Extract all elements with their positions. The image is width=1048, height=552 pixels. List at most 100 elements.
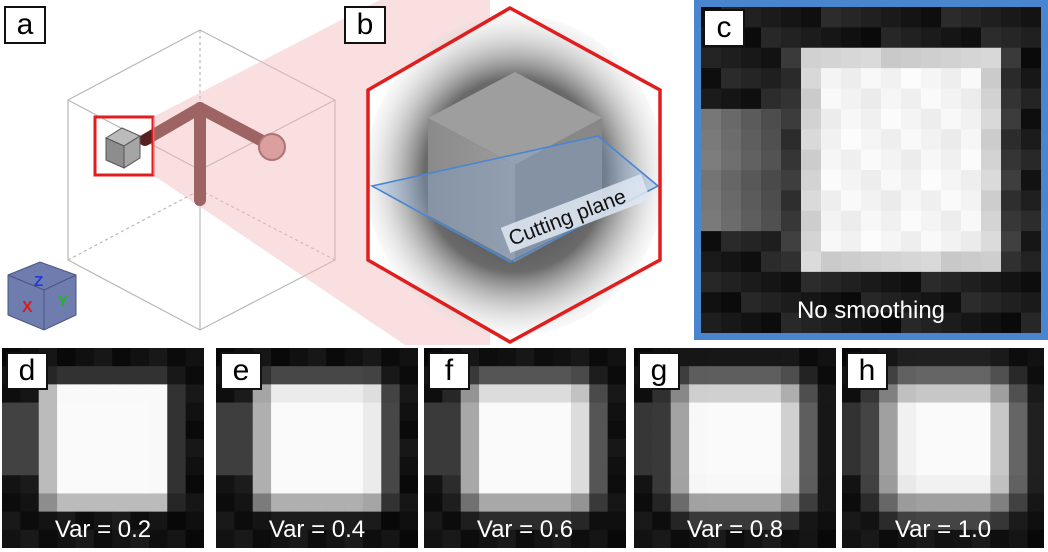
pixel-cell (1021, 210, 1041, 232)
pixel-cell (479, 493, 498, 513)
pixel-cell (1001, 231, 1022, 253)
pixel-cell (460, 457, 480, 476)
pixel-cell (93, 384, 113, 404)
pixel-cell (271, 420, 290, 440)
pixel-cell (817, 384, 836, 404)
pixel-cell (821, 210, 842, 232)
pixel-cell (725, 366, 745, 385)
pixel-cell (670, 402, 690, 422)
pixel-cell (721, 108, 742, 130)
pixel-cell (652, 438, 672, 458)
pixel-cell (781, 210, 802, 232)
pixel-cell (570, 402, 590, 422)
pixel-cell (741, 149, 762, 171)
pixel-cell (1008, 475, 1028, 494)
pixel-cell (1008, 420, 1028, 440)
pixel-cell (897, 420, 917, 440)
pixel-cell (981, 129, 1002, 151)
pixel-cell (362, 457, 382, 476)
pixel-cell (362, 511, 382, 531)
pixel-cell (990, 529, 1010, 548)
pixel-cell (921, 210, 942, 232)
pixel-cell (442, 475, 462, 494)
pixel-cell (799, 402, 819, 422)
pixel-cell (326, 348, 346, 367)
pixel-cell (879, 475, 899, 494)
pixel-cell (442, 457, 462, 476)
pixel-cell (799, 348, 819, 367)
pixel-cell (799, 438, 819, 458)
pixel-cell (841, 149, 862, 171)
pixel-cell (744, 493, 764, 513)
pixel-cell (861, 149, 882, 171)
pixel-cell (148, 384, 168, 404)
pixel-cell (20, 493, 40, 513)
pixel-cell (570, 475, 590, 494)
pixel-cell (941, 108, 962, 130)
pixel-cell (652, 457, 672, 476)
pixel-cell (761, 170, 782, 191)
pixel-cell (762, 384, 782, 404)
pixel-cell (289, 475, 309, 494)
pixel-cell (817, 511, 836, 531)
pixel-cell (271, 457, 290, 476)
pixel-cell (2, 457, 21, 476)
pixel-cell (821, 27, 842, 49)
pixel-cell (497, 366, 517, 385)
pixel-cell (741, 190, 762, 212)
pixel-cell (725, 457, 745, 476)
pixel-cell (479, 475, 498, 494)
pixel-cell (652, 475, 672, 494)
pixel-cell (589, 402, 609, 422)
pixel-cell (57, 420, 76, 440)
pixel-cell (689, 420, 708, 440)
pixel-cell (148, 457, 168, 476)
pixel-cell (289, 493, 309, 513)
pixel-cell (1008, 511, 1028, 531)
pixel-cell (57, 384, 76, 404)
pixel-cell (761, 210, 782, 232)
pixel-cell (801, 292, 822, 314)
smoothed-slice-image-h (842, 348, 1044, 548)
pixel-cell (552, 348, 572, 367)
pixel-cell (921, 312, 942, 333)
pixel-cell (990, 402, 1010, 422)
pixel-cell (761, 149, 782, 171)
pixel-cell (344, 457, 364, 476)
pixel-cell (148, 438, 168, 458)
pixel-cell (981, 7, 1002, 28)
pixel-cell (552, 457, 572, 476)
pixel-cell (780, 529, 800, 548)
pixel-cell (2, 511, 21, 531)
pixel-cell (344, 348, 364, 367)
pixel-cell (897, 438, 917, 458)
pixel-cell (1021, 149, 1041, 171)
pixel-cell (1021, 47, 1041, 69)
pixel-cell (780, 384, 800, 404)
pixel-cell (362, 438, 382, 458)
pixel-cell (497, 348, 517, 367)
pixel-cell (941, 231, 962, 253)
pixel-cell (780, 438, 800, 458)
pixel-cell (841, 190, 862, 212)
pixel-cell (721, 251, 742, 273)
pixel-cell (589, 475, 609, 494)
pixel-cell (707, 457, 727, 476)
pixel-cell (941, 210, 962, 232)
pixel-cell (1021, 251, 1041, 273)
pixel-cell (901, 27, 922, 49)
pixel-cell (289, 348, 309, 367)
pixel-cell (701, 108, 722, 130)
pixel-cell (362, 420, 382, 440)
pixel-cell (252, 402, 272, 422)
pixel-cell (534, 529, 554, 548)
pixel-cell (916, 402, 936, 422)
pixel-cell (741, 27, 762, 49)
pixel-cell (515, 366, 535, 385)
pixel-cell (185, 348, 204, 367)
pixel-cell (75, 420, 95, 440)
pixel-cell (934, 511, 954, 531)
pixel-cell (1027, 438, 1044, 458)
pixel-cell (148, 366, 168, 385)
pixel-cell (607, 384, 626, 404)
